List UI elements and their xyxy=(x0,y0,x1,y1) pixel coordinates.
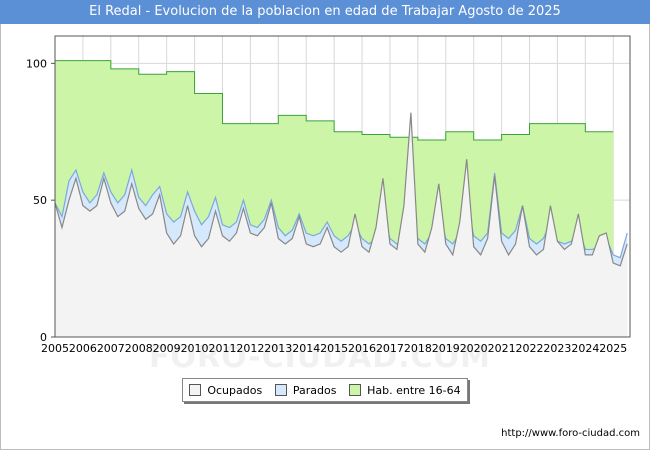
x-tick-label: 2017 xyxy=(376,342,404,355)
x-tick-label: 2020 xyxy=(460,342,488,355)
legend-label-parados: Parados xyxy=(292,383,337,397)
x-tick-label: 2018 xyxy=(404,342,432,355)
legend-label-ocupados: Ocupados xyxy=(207,383,263,397)
y-tick-labels: 0 50 100 xyxy=(26,57,55,344)
x-tick-label: 2005 xyxy=(41,342,69,355)
y-tick-label: 50 xyxy=(33,194,47,207)
x-tick-label: 2013 xyxy=(264,342,292,355)
plot-border xyxy=(54,35,631,338)
x-tick-label: 2025 xyxy=(599,342,627,355)
x-tick-label: 2023 xyxy=(543,342,571,355)
x-tick-label: 2016 xyxy=(348,342,376,355)
x-tick-label: 2010 xyxy=(181,342,209,355)
hab-line xyxy=(55,60,614,141)
x-tick-label: 2021 xyxy=(488,342,516,355)
source-link[interactable]: http://www.foro-ciudad.com xyxy=(501,428,640,439)
legend-item-hab: Hab. entre 16-64 xyxy=(349,384,461,397)
legend: Ocupados Parados Hab. entre 16-64 xyxy=(182,378,468,402)
legend-swatch-parados xyxy=(274,384,287,396)
legend-item-ocupados: Ocupados xyxy=(189,384,262,397)
ocupados-line xyxy=(54,112,628,267)
x-tick-label: 2007 xyxy=(97,342,125,355)
x-tick-label: 2022 xyxy=(516,342,544,355)
parados-line xyxy=(54,167,628,259)
series-areas xyxy=(54,60,628,338)
legend-label-hab: Hab. entre 16-64 xyxy=(367,383,461,397)
axes xyxy=(54,35,631,338)
watermark: FORO-CIUDAD.COM xyxy=(149,340,491,375)
legend-item-parados: Parados xyxy=(274,383,337,397)
x-tick-labels: 2005 2006 2007 2008 2009 2010 2011 2012 2013 2014… xyxy=(41,342,627,355)
x-tick-label: 2024 xyxy=(571,342,599,355)
y-tick-label: 0 xyxy=(40,331,47,344)
x-tick-label: 2019 xyxy=(432,342,460,355)
x-tick-label: 2006 xyxy=(69,342,97,355)
x-tick-label: 2008 xyxy=(125,342,153,355)
x-tick-label: 2014 xyxy=(292,342,320,355)
y-tick-label: 100 xyxy=(26,57,47,70)
ocupados-area xyxy=(55,112,628,337)
legend-swatch-hab xyxy=(349,384,362,396)
legend-swatch-ocupados xyxy=(189,384,202,396)
chart-title: El Redal - Evolucion de la poblacion en … xyxy=(0,0,650,24)
x-tick-label: 2011 xyxy=(208,342,236,355)
x-tick-label: 2012 xyxy=(236,342,264,355)
x-tick-label: 2009 xyxy=(153,342,181,355)
x-tick-label: 2015 xyxy=(320,342,348,355)
